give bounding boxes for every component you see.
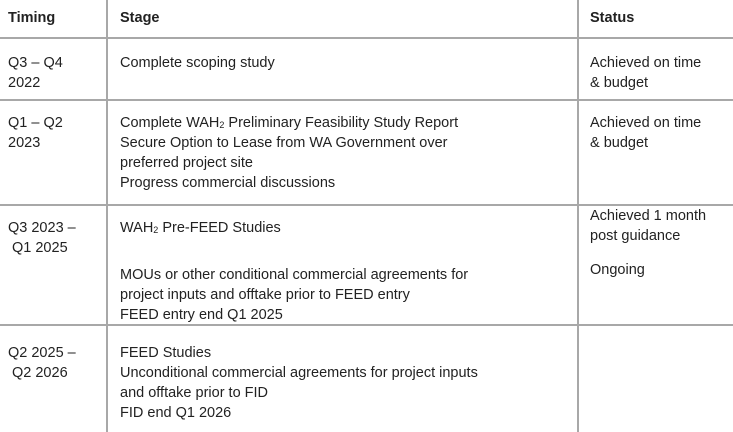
- stage-line: and offtake prior to FID: [120, 385, 269, 401]
- status-line: Ongoing: [590, 262, 645, 278]
- timing-line: Q3 – Q4: [8, 55, 63, 71]
- stage-line: preferred project site: [120, 155, 253, 171]
- status-line: Achieved on time: [590, 115, 702, 131]
- row-divider: [0, 204, 733, 206]
- stage-line: Complete WAH2 Preliminary Feasibility St…: [120, 113, 458, 133]
- status-line: Achieved on time: [590, 55, 702, 71]
- timing-cell: Q2 2025 – Q2 2026: [8, 343, 76, 383]
- stage-text: Preliminary Feasibility Study Report: [224, 115, 459, 131]
- stage-text: Pre-FEED Studies: [158, 220, 281, 236]
- stage-text: Complete WAH: [120, 115, 220, 131]
- column-divider: [577, 0, 579, 432]
- column-divider: [106, 0, 108, 432]
- stage-line: Progress commercial discussions: [120, 175, 336, 191]
- status-cell: Achieved 1 month post guidance Ongoing: [590, 206, 706, 280]
- timing-line: Q2 2025 –: [8, 345, 76, 361]
- stage-cell: Complete WAH2 Preliminary Feasibility St…: [120, 113, 458, 193]
- stage-line: MOUs or other conditional commercial agr…: [120, 267, 469, 283]
- timing-line: Q2 2026: [12, 365, 68, 381]
- subscript: 2: [219, 120, 225, 130]
- stage-cell: FEED Studies Unconditional commercial ag…: [120, 343, 478, 423]
- stage-cell: Complete scoping study: [120, 53, 275, 73]
- stage-line: FID end Q1 2026: [120, 405, 232, 421]
- header-stage: Stage: [120, 10, 160, 26]
- stage-line: Complete scoping study: [120, 55, 275, 71]
- status-cell: Achieved on time & budget: [590, 113, 701, 153]
- stage-line: Secure Option to Lease from WA Governmen…: [120, 135, 448, 151]
- status-line: & budget: [590, 75, 649, 91]
- timing-line: Q3 2023 –: [8, 220, 76, 236]
- stage-line: WAH2 Pre-FEED Studies: [120, 218, 468, 238]
- status-line: & budget: [590, 135, 649, 151]
- header-timing: Timing: [8, 10, 56, 26]
- timing-line: Q1 – Q2: [8, 115, 63, 131]
- header-status: Status: [590, 10, 635, 26]
- stage-line: Unconditional commercial agreements for …: [120, 365, 478, 381]
- stage-line: FEED entry end Q1 2025: [120, 307, 283, 323]
- status-cell: Achieved on time & budget: [590, 53, 701, 93]
- stage-line: project inputs and offtake prior to FEED…: [120, 287, 410, 303]
- timing-cell: Q1 – Q2 2023: [8, 113, 63, 153]
- timing-line: Q1 2025: [12, 240, 68, 256]
- subscript: 2: [153, 225, 159, 235]
- row-divider: [0, 37, 733, 39]
- stage-text: WAH: [120, 220, 154, 236]
- spacer: [590, 246, 706, 260]
- spacer: [120, 238, 468, 265]
- timing-line: 2023: [8, 135, 41, 151]
- timing-cell: Q3 2023 – Q1 2025: [8, 218, 76, 258]
- stage-cell: WAH2 Pre-FEED Studies MOUs or other cond…: [120, 218, 468, 325]
- timing-line: 2022: [8, 75, 41, 91]
- timing-cell: Q3 – Q4 2022: [8, 53, 63, 93]
- status-line: Achieved 1 month: [590, 208, 707, 224]
- stage-line: FEED Studies: [120, 345, 212, 361]
- row-divider: [0, 324, 733, 326]
- status-line: post guidance: [590, 228, 681, 244]
- row-divider: [0, 99, 733, 101]
